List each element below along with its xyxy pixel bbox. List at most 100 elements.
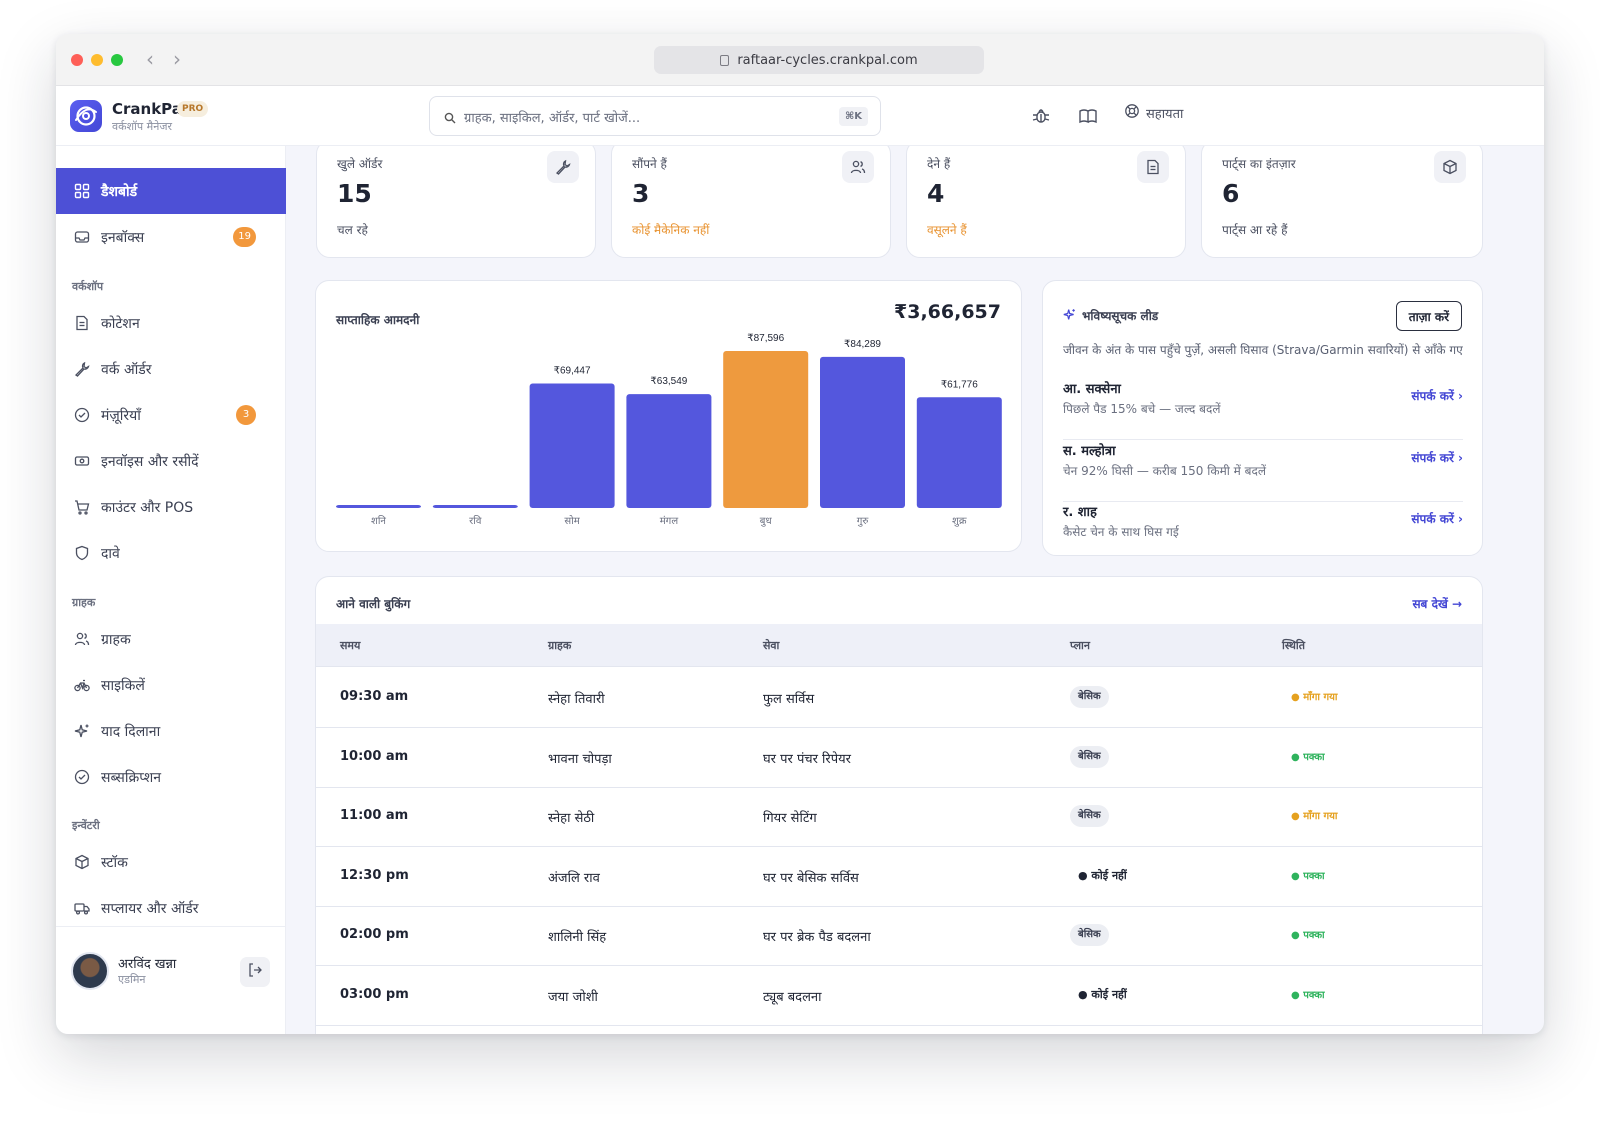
column-header[interactable]: प्लान xyxy=(1070,639,1090,652)
sidebar-item-label: सब्सक्रिप्शन xyxy=(101,769,162,786)
sidebar-item-invoices[interactable]: इनवॉइस और रसीदें xyxy=(56,438,286,484)
box-icon xyxy=(1434,151,1466,183)
lifebuoy-icon xyxy=(1124,103,1140,123)
contact-link[interactable]: संपर्क करें › xyxy=(1411,512,1463,526)
bar-value-label: ₹69,447 xyxy=(554,366,591,377)
table-row[interactable]: 09:30 am स्नेहा तिवारी फुल सर्विस बेसिक ● मा… xyxy=(316,668,1482,728)
revenue-bar[interactable] xyxy=(626,394,712,508)
lead-item: स. मल्होत्रा चेन 92% घिसी — करीब 150 किम… xyxy=(1063,441,1463,502)
predictive-leads-card: भविष्यसूचक लीड ताज़ा करें जीवन के अंत के… xyxy=(1042,280,1483,556)
sidebar-item-label: काउंटर और POS xyxy=(101,499,194,516)
plan-badge: बेसिक xyxy=(1070,745,1109,768)
booking-service: घर पर ब्रेक पैड बदलना xyxy=(763,930,871,945)
table-row[interactable]: 03:00 pm जया जोशी ट्यूब बदलना ● कोई नहीं ● प… xyxy=(316,966,1482,1026)
column-header[interactable]: समय xyxy=(340,639,361,652)
global-search[interactable]: ग्राहक, साइकिल, ऑर्डर, पार्ट खोजें... ⌘K xyxy=(429,96,881,136)
day-tick-label: गुरु xyxy=(857,516,870,527)
refresh-button[interactable]: ताज़ा करें xyxy=(1395,301,1462,331)
stat-card-to-assign[interactable]: सौंपने हैं 3 कोई मैकेनिक नहीं xyxy=(611,140,891,258)
avatar[interactable] xyxy=(71,952,109,990)
column-header[interactable]: सेवा xyxy=(763,639,780,652)
contact-link[interactable]: संपर्क करें › xyxy=(1411,389,1463,403)
crankpal-logo[interactable] xyxy=(70,100,102,132)
revenue-bar[interactable] xyxy=(432,505,518,508)
minimize-window-button[interactable] xyxy=(91,54,103,66)
check-circle-icon xyxy=(74,769,90,785)
stat-card-to-deliver[interactable]: देने हैं 4 वसूलने हैं xyxy=(906,140,1186,258)
table-row[interactable]: 02:00 pm शालिनी सिंह घर पर ब्रेक पैड बदलना… xyxy=(316,906,1482,966)
booking-customer: स्नेहा तिवारी xyxy=(548,692,605,707)
sidebar-item-customers[interactable]: ग्राहक xyxy=(56,616,286,662)
wrench-icon xyxy=(74,361,90,377)
sidebar-item-inbox[interactable]: इनबॉक्स 19 xyxy=(56,214,286,260)
table-row[interactable]: 10:00 am भावना चोपड़ा घर पर पंचर रिपेयर बेस… xyxy=(316,728,1482,788)
forward-arrow-icon[interactable]: › xyxy=(173,47,181,71)
search-placeholder: ग्राहक, साइकिल, ऑर्डर, पार्ट खोजें... xyxy=(464,111,641,126)
day-tick-label: बुध xyxy=(760,516,773,527)
sidebar-item-stock[interactable]: स्टॉक xyxy=(56,839,286,885)
user-profile: अरविंद खन्ना एडमिन xyxy=(56,926,286,1034)
revenue-bar[interactable] xyxy=(820,356,905,508)
address-bar[interactable]: raftaar-cycles.crankpal.com xyxy=(654,46,984,74)
sidebar-item-label: ग्राहक xyxy=(101,631,131,648)
leads-description: जीवन के अंत के पास पहुँचे पुर्ज़े, असली … xyxy=(1063,343,1463,357)
chart-title: साप्ताहिक आमदनी xyxy=(336,313,420,327)
stat-value: 15 xyxy=(337,179,372,208)
booking-service: घर पर पंचर रिपेयर xyxy=(763,751,851,767)
browser-window: ‹ › raftaar-cycles.crankpal.com CrankPal… xyxy=(56,34,1544,1034)
sidebar-item-bicycles[interactable]: साइकिलें xyxy=(56,662,286,708)
stat-label: देने हैं xyxy=(927,157,951,171)
app-header: CrankPal PRO वर्कशॉप मैनेजर ग्राहक, साइक… xyxy=(56,86,1544,146)
bar-value-label: ₹87,596 xyxy=(747,333,784,344)
booking-service: गियर सेटिंग xyxy=(763,811,817,826)
bar-value-label: ₹84,289 xyxy=(844,339,881,350)
booking-time: 12:30 pm xyxy=(340,867,409,883)
table-row[interactable]: 12:30 pm अंजलि राव घर पर बेसिक सर्विस ● कोई… xyxy=(316,847,1482,907)
booking-service: फुल सर्विस xyxy=(763,692,815,707)
sidebar-item-claims[interactable]: दावे xyxy=(56,530,286,576)
column-header[interactable]: ग्राहक xyxy=(548,639,572,652)
sidebar-item-subscriptions[interactable]: सब्सक्रिप्शन xyxy=(56,754,286,800)
stat-value: 3 xyxy=(632,179,650,208)
wrench-icon xyxy=(547,151,579,183)
maximize-window-button[interactable] xyxy=(111,54,123,66)
plan-none: ● कोई नहीं xyxy=(1078,987,1127,1001)
back-arrow-icon[interactable]: ‹ xyxy=(146,47,154,71)
revenue-bar[interactable] xyxy=(916,397,1002,508)
revenue-bar[interactable] xyxy=(723,351,809,508)
sidebar-item-pos[interactable]: काउंटर और POS xyxy=(56,484,286,530)
booking-service: घर पर बेसिक सर्विस xyxy=(763,870,859,886)
see-all-link[interactable]: सब देखें → xyxy=(1412,597,1462,611)
stat-card-awaiting-parts[interactable]: पार्ट्स का इंतज़ार 6 पार्ट्स आ रहे हैं xyxy=(1201,140,1483,258)
sidebar-item-label: सप्लायर और ऑर्डर xyxy=(101,900,199,917)
sidebar-item-work-orders[interactable]: वर्क ऑर्डर xyxy=(56,346,286,392)
revenue-bar[interactable] xyxy=(529,383,615,508)
users-icon xyxy=(74,631,90,647)
section-title-inventory: इन्वेंटरी xyxy=(72,819,100,832)
bug-icon[interactable] xyxy=(1030,105,1052,127)
sidebar-item-approvals[interactable]: मंज़ूरियाँ 3 xyxy=(56,392,286,438)
page-icon xyxy=(720,54,730,66)
table-header: समय ग्राहक सेवा प्लान स्थिति xyxy=(316,624,1482,667)
booking-status: ● माँगा गया xyxy=(1291,692,1338,703)
booking-status: ● माँगा गया xyxy=(1291,811,1338,822)
shield-icon xyxy=(74,545,90,561)
sidebar-item-suppliers[interactable]: सप्लायर और ऑर्डर xyxy=(56,885,286,931)
browser-chrome: ‹ › raftaar-cycles.crankpal.com xyxy=(56,34,1544,86)
day-tick-label: रवि xyxy=(469,515,482,527)
plan-badge: बेसिक xyxy=(1070,805,1109,827)
sidebar-item-quotes[interactable]: कोटेशन xyxy=(56,300,286,346)
stat-card-open-orders[interactable]: खुले ऑर्डर 15 चल रहे xyxy=(316,140,596,258)
sidebar-item-reminders[interactable]: याद दिलाना xyxy=(56,708,286,754)
close-window-button[interactable] xyxy=(71,54,83,66)
bike-icon xyxy=(74,677,90,693)
logout-icon xyxy=(247,962,263,982)
contact-link[interactable]: संपर्क करें › xyxy=(1411,451,1463,465)
book-icon[interactable] xyxy=(1077,105,1099,127)
revenue-bar[interactable] xyxy=(336,505,421,508)
logout-button[interactable] xyxy=(240,957,270,987)
table-row[interactable]: 11:00 am स्नेहा सेठी गियर सेटिंग बेसिक ● माँ… xyxy=(316,787,1482,847)
column-header[interactable]: स्थिति xyxy=(1282,639,1306,652)
sidebar-item-dashboard[interactable]: डैशबोर्ड xyxy=(56,168,286,214)
help-link[interactable]: सहायता xyxy=(1124,103,1183,123)
